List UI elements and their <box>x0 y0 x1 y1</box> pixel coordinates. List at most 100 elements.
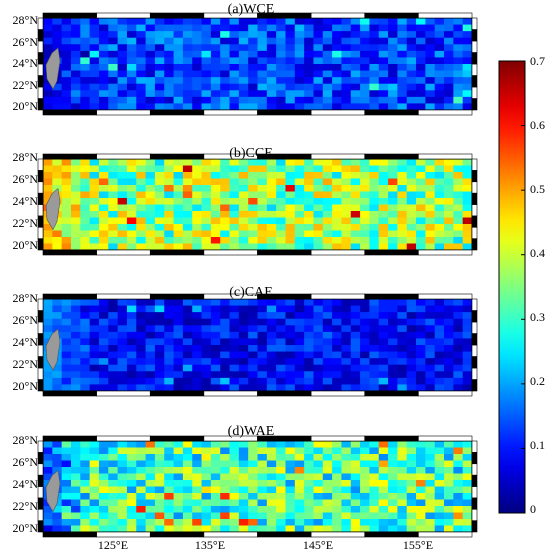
heatmap-cell <box>89 90 100 98</box>
frame-segment <box>471 29 478 42</box>
heatmap-cell <box>369 83 380 91</box>
heatmap-cell <box>406 506 417 513</box>
heatmap-cell <box>453 338 464 346</box>
heatmap-cell <box>248 178 258 186</box>
heatmap-cell <box>434 57 445 65</box>
heatmap-cell <box>98 325 109 333</box>
heatmap-cell <box>425 338 436 346</box>
heatmap-cell <box>397 18 408 25</box>
heatmap-cell <box>453 204 464 212</box>
heatmap-cell <box>136 204 146 212</box>
heatmap-cell <box>332 486 342 494</box>
heatmap-cell <box>164 519 174 526</box>
heatmap-cell <box>173 338 184 346</box>
heatmap-cell <box>145 447 156 455</box>
heatmap-cell <box>248 237 258 244</box>
heatmap-cell <box>462 83 473 91</box>
heatmap-cell <box>220 165 230 173</box>
heatmap-cell <box>220 224 230 231</box>
heatmap-cell <box>154 519 165 526</box>
heatmap-cell <box>378 165 389 173</box>
heatmap-cell <box>285 447 296 455</box>
heatmap-cell <box>397 57 408 65</box>
heatmap-cell <box>406 198 417 205</box>
heatmap-cell <box>266 371 277 379</box>
heatmap-cell <box>313 441 324 448</box>
heatmap-cell <box>61 77 72 85</box>
heatmap-cell <box>192 371 202 379</box>
heatmap-cell <box>201 172 212 179</box>
heatmap-cell <box>266 486 277 494</box>
heatmap-cell <box>304 467 314 474</box>
heatmap-cell <box>210 384 221 392</box>
heatmap-cell <box>332 364 342 372</box>
heatmap-cell <box>266 70 277 78</box>
heatmap-cell <box>80 325 91 333</box>
heatmap-cell <box>108 312 119 320</box>
heatmap-cell <box>388 237 398 244</box>
heatmap-cell <box>406 493 417 500</box>
heatmap-cell <box>80 377 91 385</box>
heatmap-cell <box>313 18 324 25</box>
heatmap-cell <box>108 31 119 39</box>
heatmap-cell <box>462 243 473 251</box>
heatmap-cell <box>238 480 249 487</box>
heatmap-cell <box>145 338 156 346</box>
x-tick-label: 155°E <box>403 538 433 552</box>
heatmap-cell <box>350 230 361 238</box>
heatmap-cell <box>248 198 258 205</box>
heatmap-cell <box>341 243 352 251</box>
heatmap-cell <box>304 325 314 333</box>
heatmap-cell <box>117 499 128 507</box>
heatmap-cell <box>257 351 268 359</box>
heatmap-cell <box>434 467 445 474</box>
heatmap-panel-2 <box>37 153 478 256</box>
heatmap-cell <box>294 384 305 392</box>
heatmap-cell <box>416 237 426 244</box>
heatmap-cell <box>369 191 380 199</box>
heatmap-cell <box>444 18 454 25</box>
heatmap-cell <box>52 371 63 379</box>
heatmap-cell <box>434 77 445 85</box>
heatmap-cell <box>257 377 268 385</box>
heatmap-cell <box>52 519 63 526</box>
heatmap-cell <box>192 172 202 179</box>
heatmap-cell <box>43 96 53 104</box>
heatmap-cell <box>89 96 100 104</box>
heatmap-cell <box>210 338 221 346</box>
heatmap-cell <box>98 312 109 320</box>
heatmap-cell <box>416 312 426 320</box>
y-tick-label: 22°N <box>13 499 39 513</box>
y-tick-label: 24°N <box>13 477 39 491</box>
heatmap-cell <box>154 364 165 372</box>
heatmap-cell <box>43 237 53 244</box>
heatmap-cell <box>285 364 296 372</box>
heatmap-cell <box>276 83 286 91</box>
heatmap-cell <box>229 172 240 179</box>
heatmap-cell <box>210 159 221 166</box>
heatmap-cell <box>248 486 258 494</box>
heatmap-cell <box>462 178 473 186</box>
frame-segment <box>364 435 419 442</box>
heatmap-cell <box>98 198 109 205</box>
frame-segment <box>37 463 44 476</box>
heatmap-cell <box>369 96 380 104</box>
heatmap-cell <box>360 70 370 78</box>
heatmap-cell <box>210 312 221 320</box>
heatmap-cell <box>462 325 473 333</box>
heatmap-cell <box>164 371 174 379</box>
heatmap-cell <box>182 217 193 225</box>
heatmap-cell <box>425 441 436 448</box>
heatmap-cell <box>117 331 128 339</box>
heatmap-cell <box>294 506 305 513</box>
frame-segment <box>37 204 44 217</box>
heatmap-cell <box>378 325 389 333</box>
heatmap-cell <box>98 447 109 455</box>
heatmap-cell <box>182 312 193 320</box>
heatmap-cell <box>378 318 389 326</box>
heatmap-cell <box>145 519 156 526</box>
heatmap-cell <box>388 345 398 352</box>
heatmap-cell <box>248 44 258 52</box>
heatmap-cell <box>108 70 119 78</box>
heatmap-cell <box>43 364 53 372</box>
